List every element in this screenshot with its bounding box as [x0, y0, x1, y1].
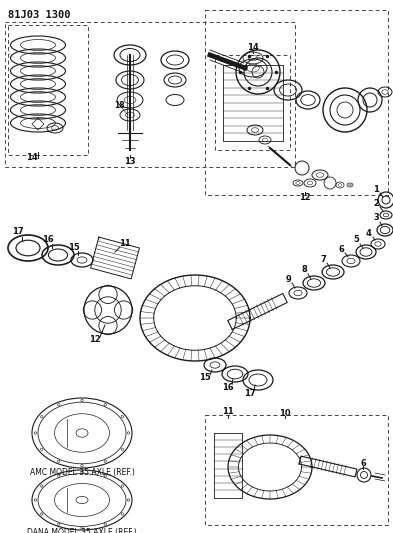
Text: AMC MODEL 35 AXLE (REF.): AMC MODEL 35 AXLE (REF.) [29, 467, 134, 477]
Text: 10: 10 [279, 408, 291, 417]
Text: 3: 3 [373, 214, 379, 222]
Bar [8, 25, 88, 155]
Bar [205, 415, 388, 525]
Text: 6: 6 [338, 245, 344, 254]
Text: 12: 12 [299, 193, 311, 203]
Text: 16: 16 [222, 383, 234, 392]
Text: 8: 8 [301, 265, 307, 274]
Bar [215, 55, 290, 150]
Text: 14: 14 [26, 152, 38, 161]
Text: 7: 7 [320, 254, 326, 263]
Text: 81J03 1300: 81J03 1300 [8, 10, 70, 20]
Text: 16: 16 [42, 236, 54, 245]
Text: 6: 6 [360, 458, 366, 467]
Bar [205, 10, 388, 195]
Bar [5, 22, 295, 167]
Text: 9: 9 [285, 276, 291, 285]
Text: 15: 15 [199, 374, 211, 383]
Text: 11: 11 [119, 238, 131, 247]
Text: 18: 18 [114, 101, 124, 109]
Text: 4: 4 [366, 229, 372, 238]
Text: DANA MODEL 35 AXLE (REF.): DANA MODEL 35 AXLE (REF.) [27, 529, 137, 533]
Text: 11: 11 [222, 408, 234, 416]
Text: 17: 17 [244, 389, 256, 398]
Text: 12: 12 [89, 335, 101, 344]
Text: 15: 15 [68, 243, 80, 252]
Text: 5: 5 [353, 236, 359, 245]
Text: 1: 1 [373, 185, 379, 195]
Text: 14: 14 [247, 43, 259, 52]
Text: 17: 17 [12, 228, 24, 237]
Text: 2: 2 [373, 199, 379, 208]
Text: 13: 13 [124, 157, 136, 166]
